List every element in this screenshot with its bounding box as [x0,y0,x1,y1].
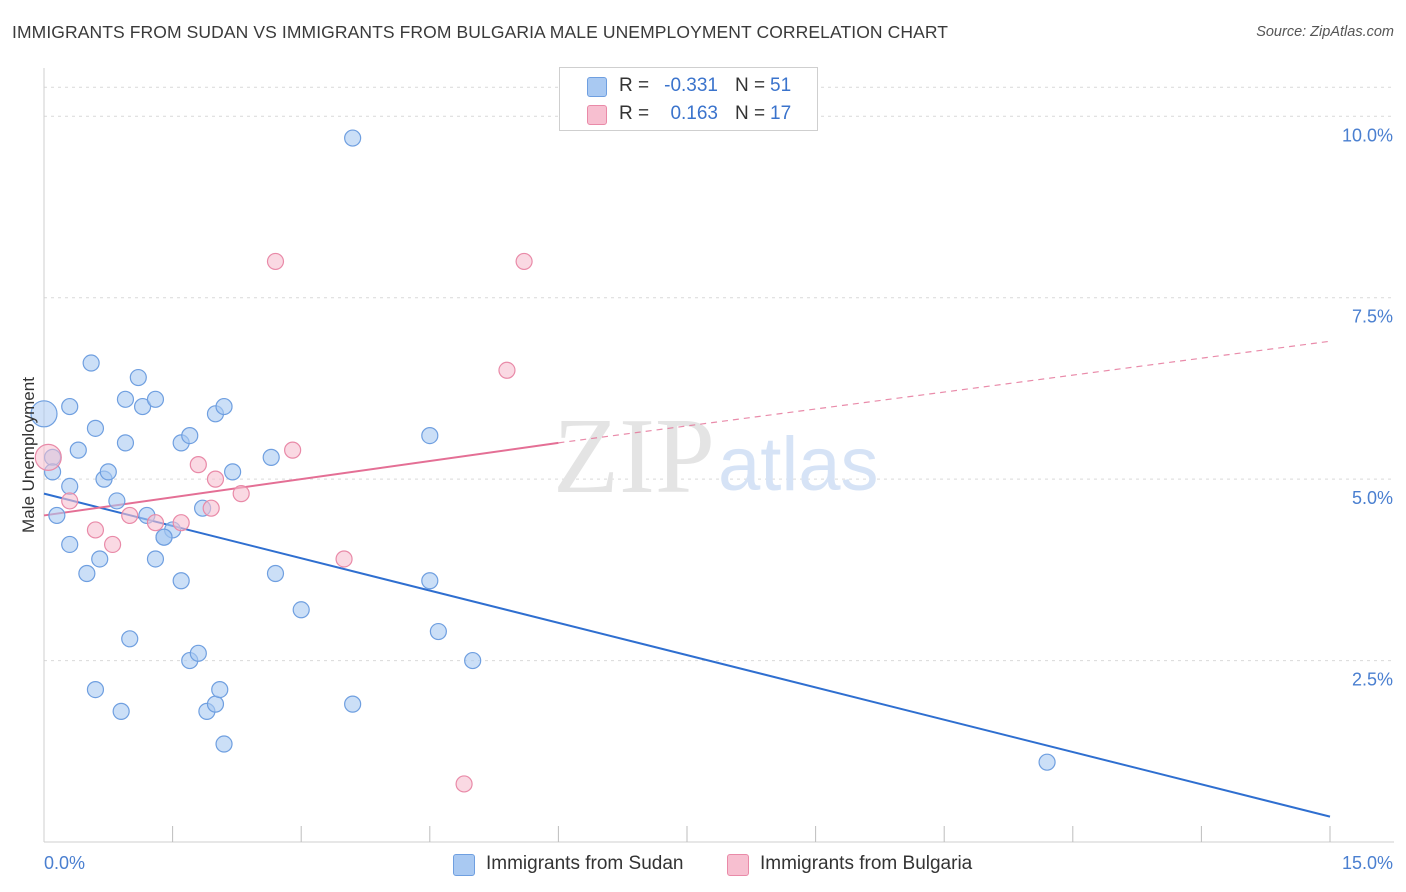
data-point-sudan [224,463,242,481]
legend-n-label: N = [735,75,766,96]
data-point-sudan [172,572,190,590]
data-point-bulgaria [189,456,207,474]
data-point-bulgaria [172,514,190,532]
y-tick-label: 10.0% [1342,125,1393,145]
data-point-bulgaria [284,441,302,459]
data-point-bulgaria [202,499,220,517]
data-point-bulgaria [121,506,139,525]
data-point-sudan [61,397,79,416]
y-axis-label: Male Unemployment [19,377,38,533]
trend-lines [43,340,1331,818]
data-point-bulgaria [335,550,353,568]
trend-line-sudan [43,492,1331,818]
bottom-legend-swatch-bulgaria [727,854,749,876]
data-point-sudan [61,535,79,554]
legend-r-value: -0.331 [664,75,718,96]
trend-line-bulgaria [43,441,559,517]
data-point-sudan [215,735,233,753]
legend-row-bulgaria: R = 0.163 N = 17 [560,100,817,128]
data-point-sudan [112,702,130,720]
data-point-sudan [421,572,439,590]
data-point-sudan [421,427,439,445]
source-label: Source: ZipAtlas.com [1256,24,1394,40]
trend-line-extension-bulgaria [558,340,1331,444]
data-point-sudan [292,601,310,619]
data-point-sudan [344,695,362,713]
data-point-bulgaria [86,521,105,539]
data-point-sudan [116,390,135,408]
bottom-legend-label-sudan: Immigrants from Sudan [486,853,684,874]
legend-n-label: N = [735,103,766,124]
data-point-sudan [129,368,147,387]
legend-r-value: 0.163 [670,103,718,124]
data-point-sudan [86,419,105,437]
legend-r-label: R = [619,75,650,96]
data-point-sudan [30,400,58,428]
data-point-bulgaria [232,485,250,503]
legend-swatch-bulgaria [587,105,607,125]
chart-title: IMMIGRANTS FROM SUDAN VS IMMIGRANTS FROM… [12,22,949,42]
data-point-bulgaria [146,514,165,532]
data-point-sudan [121,630,139,648]
data-point-sudan [108,492,126,510]
x-tick-label: 0.0% [44,853,85,873]
legend-r-label: R = [619,103,650,124]
data-point-sudan [181,427,199,445]
data-points [30,129,1056,793]
data-point-sudan [99,463,117,481]
data-point-sudan [262,448,280,466]
data-point-sudan [344,129,362,147]
data-point-bulgaria [498,361,516,379]
data-point-sudan [215,397,233,416]
data-point-sudan [211,680,229,699]
data-point-sudan [82,354,100,372]
data-point-sudan [61,477,79,495]
data-point-bulgaria [266,252,285,271]
data-point-sudan [48,506,66,525]
tick-labels: 2.5% 5.0% 7.5% 10.0% 0.0% 15.0% [44,125,1393,873]
data-point-sudan [116,434,135,452]
data-point-sudan [189,644,207,662]
data-point-sudan [155,528,173,546]
bottom-legend-swatch-sudan [453,854,475,876]
y-tick-label: 7.5% [1352,307,1393,327]
data-point-sudan [69,441,87,459]
data-point-bulgaria [103,535,122,554]
gridlines [44,86,1394,662]
data-point-bulgaria [455,775,473,793]
data-point-sudan [146,550,165,568]
data-point-sudan [266,564,285,583]
data-point-sudan [429,622,447,641]
data-point-bulgaria [34,443,62,471]
x-tick-label: 15.0% [1342,853,1393,873]
data-point-sudan [91,550,109,568]
data-point-bulgaria [515,252,533,271]
watermark-atlas: atlas [718,422,879,507]
data-point-sudan [464,651,482,670]
data-point-sudan [86,680,105,699]
correlation-legend: R = -0.331 N = 51 R = 0.163 N = 17 [559,67,818,131]
watermark-zip: ZIP [553,397,715,516]
bottom-legend-label-bulgaria: Immigrants from Bulgaria [760,853,973,874]
data-point-sudan [146,390,165,408]
data-point-sudan [1038,753,1056,771]
data-point-sudan [78,564,96,583]
y-tick-label: 5.0% [1352,488,1393,508]
data-point-sudan [133,397,152,416]
legend-n-value: 51 [770,75,792,96]
y-tick-label: 2.5% [1352,670,1393,690]
legend-row-sudan: R = -0.331 N = 51 [560,72,817,100]
watermark: ZIP atlas [553,397,879,516]
data-point-sudan [206,695,225,713]
data-point-bulgaria [61,492,79,510]
data-point-bulgaria [206,470,225,488]
legend-n-value: 17 [770,103,792,124]
legend-swatch-sudan [587,77,607,97]
